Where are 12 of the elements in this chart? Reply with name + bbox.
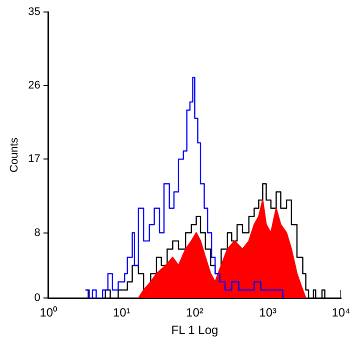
x-tick-label: 10¹ [112, 306, 130, 320]
y-tick-label: 26 [28, 80, 40, 92]
x-tick-label: 10² [186, 306, 204, 320]
x-axis-title: FL 1 Log [171, 323, 218, 338]
y-tick-label: 0 [34, 292, 40, 304]
y-tick-label: 8 [34, 226, 40, 239]
x-tick-label: 10⁰ [40, 306, 58, 320]
y-tick-label: 35 [28, 6, 40, 18]
x-tick-label: 10⁴ [332, 306, 350, 320]
y-tick-label: 17 [28, 153, 40, 166]
y-axis-title: Counts [8, 137, 21, 173]
x-tick-label: 10³ [259, 306, 277, 320]
